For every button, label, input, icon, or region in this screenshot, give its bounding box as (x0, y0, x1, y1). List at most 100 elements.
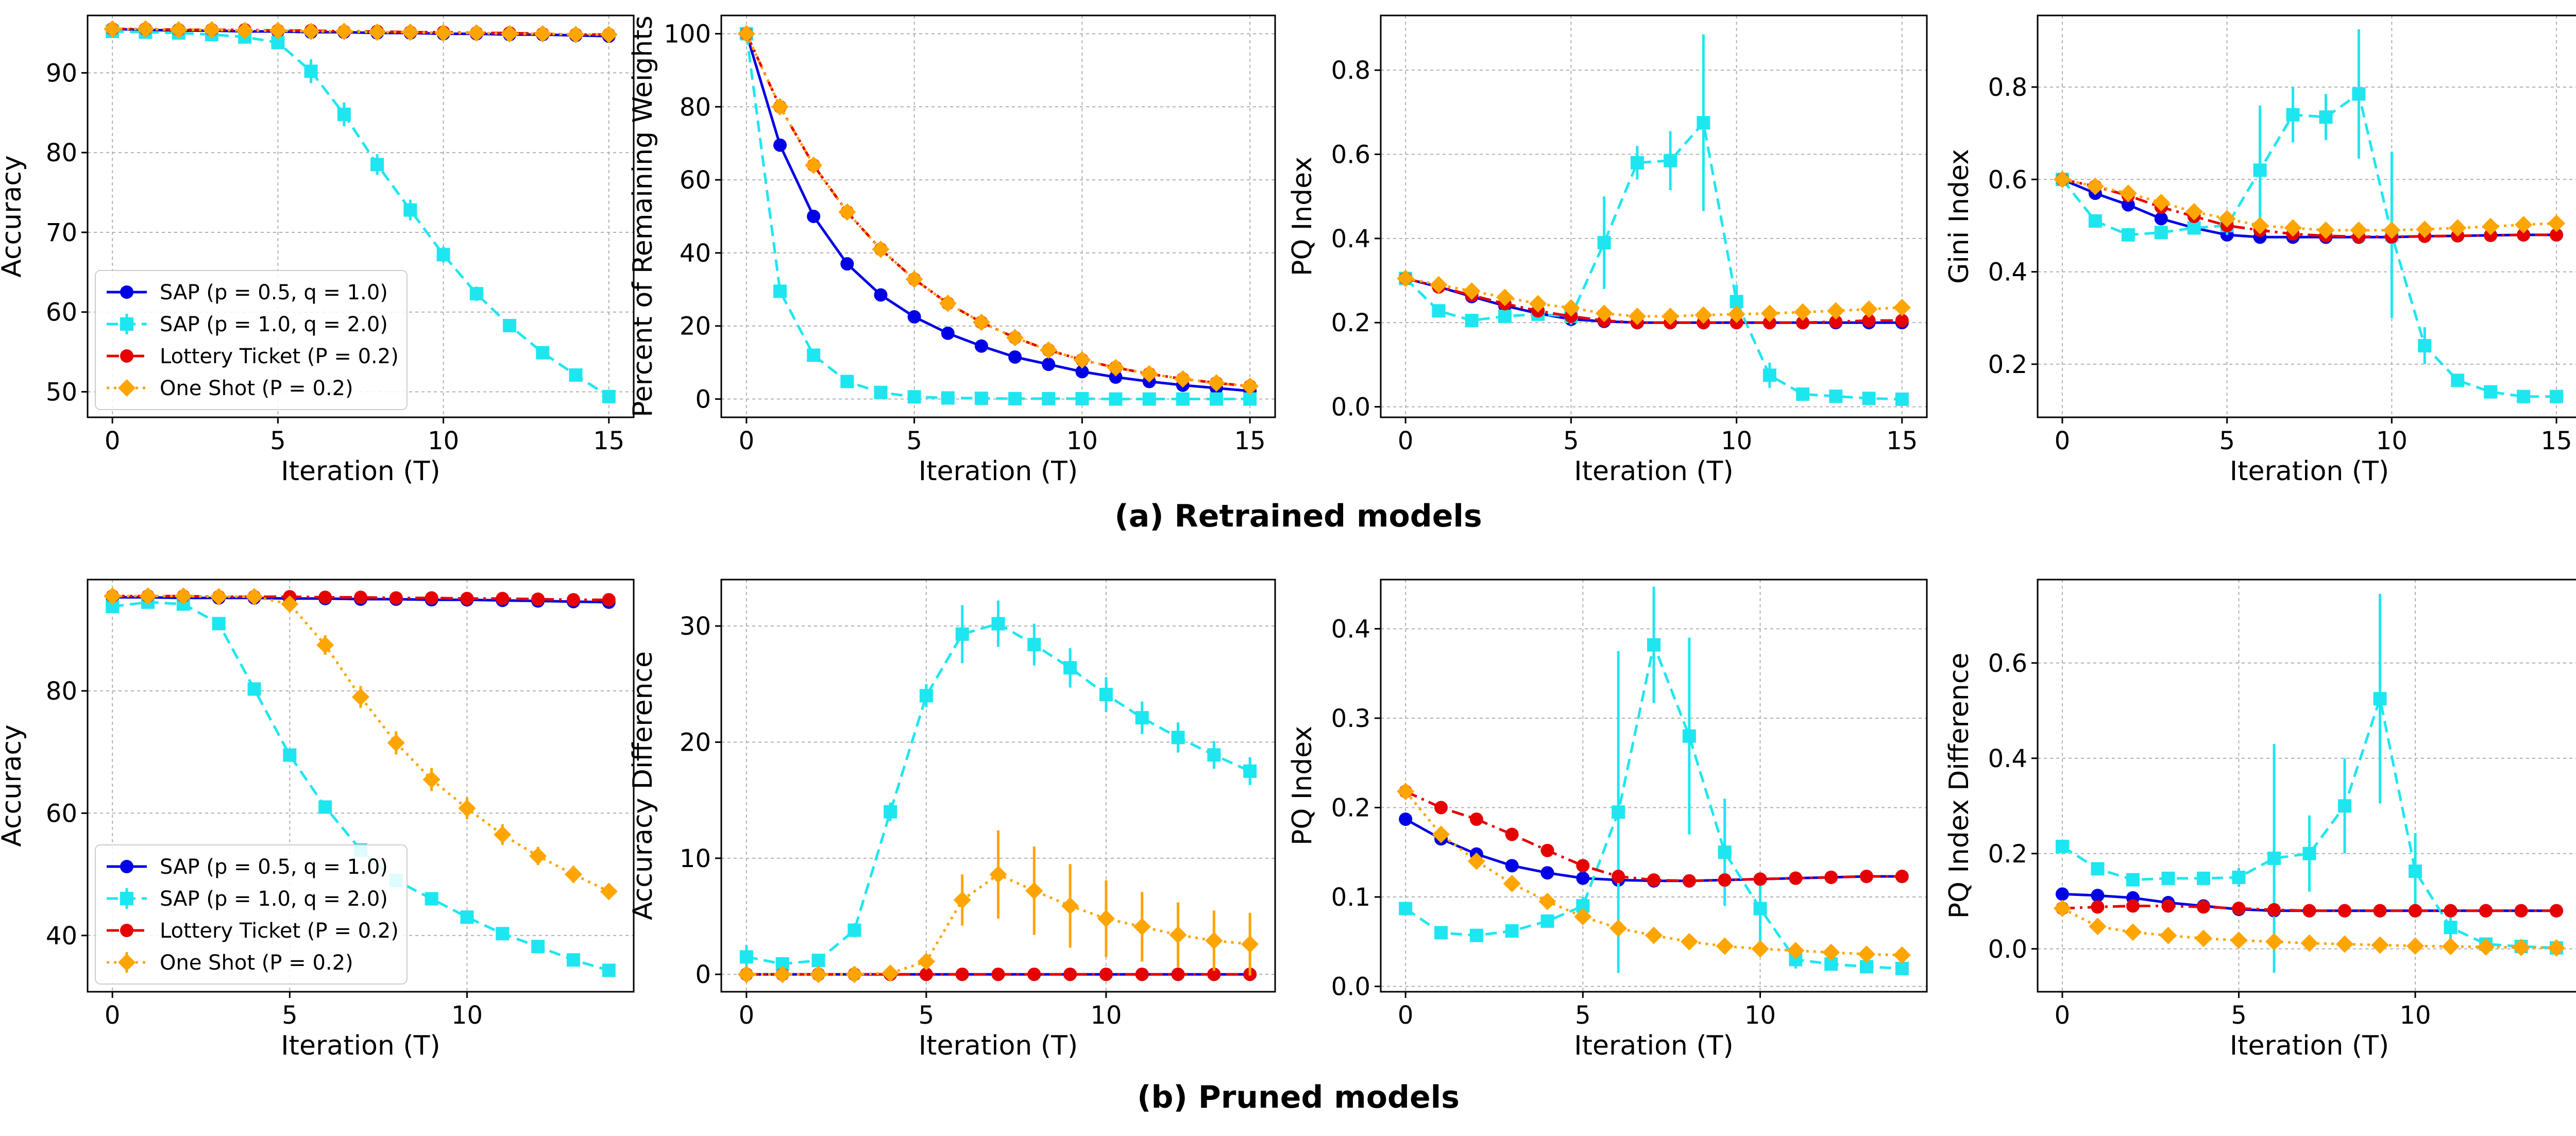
data-point (137, 20, 155, 38)
data-point (1109, 392, 1123, 406)
data-point (2406, 937, 2425, 955)
chart-panel-4: 0 5 10 15 0.2 0.4 0.6 0.8 Iteration (T) Gini Inde… (1944, 14, 2576, 487)
axes-frame (2037, 579, 2576, 993)
data-point (1647, 638, 1660, 652)
axes-frame (1380, 579, 1928, 993)
y-tick-label: 80 (680, 93, 711, 122)
y-tick-label: 0.3 (1331, 704, 1370, 733)
data-point (1434, 926, 1448, 940)
series-line (2062, 178, 2556, 239)
data-point (600, 26, 618, 44)
data-point (1595, 304, 1613, 323)
series-line (1405, 790, 1902, 883)
data-point (1207, 748, 1221, 762)
y-tick-label: 0.1 (1331, 883, 1370, 912)
data-point (2373, 904, 2387, 918)
data-point (1397, 269, 1415, 287)
x-tick-label: 0 (2055, 427, 2071, 455)
data-point (872, 240, 890, 258)
data-point (318, 590, 332, 604)
data-point (884, 805, 897, 819)
x-tick-label: 10 (428, 427, 459, 455)
series-3 (2055, 899, 2564, 918)
data-point (2089, 918, 2107, 936)
data-point (283, 748, 297, 762)
data-point (247, 682, 261, 696)
data-point (600, 883, 618, 901)
data-point (1241, 377, 1259, 395)
data-point (2286, 108, 2300, 122)
data-point (2126, 899, 2140, 913)
data-point (212, 617, 226, 631)
y-tick-label: 50 (46, 378, 77, 406)
data-point (1597, 236, 1611, 250)
data-point (2267, 903, 2281, 917)
legend-entry-3: Lottery Ticket (P = 0.2) (107, 919, 399, 943)
data-point (1063, 661, 1077, 675)
data-point (210, 588, 228, 606)
data-point (2548, 939, 2566, 957)
series-line (1405, 277, 1902, 324)
y-tick-label: 30 (680, 612, 711, 641)
data-point (425, 892, 438, 906)
data-point (2550, 904, 2564, 918)
axes-frame (2037, 14, 2576, 418)
data-point (1099, 968, 1113, 981)
data-point (354, 590, 367, 604)
x-axis-label: Iteration (T) (281, 456, 440, 487)
legend-label: Lottery Ticket (P = 0.2) (160, 919, 399, 943)
data-point (2302, 846, 2316, 860)
data-point (501, 25, 519, 43)
x-tick-label: 5 (2231, 1001, 2247, 1030)
data-point (1505, 859, 1519, 873)
data-point (737, 965, 755, 984)
y-tick-label: 90 (46, 59, 77, 88)
data-point (1099, 688, 1113, 702)
grid (1381, 15, 1927, 417)
data-point (2515, 216, 2533, 234)
data-point (991, 968, 1005, 981)
x-tick-label: 5 (919, 1001, 935, 1030)
plot-area (2053, 29, 2566, 403)
grid (721, 15, 1275, 417)
data-point (494, 825, 512, 843)
data-point (1824, 870, 1838, 884)
series-line (745, 33, 1250, 388)
data-point (536, 346, 550, 360)
data-point (496, 591, 510, 605)
data-point (1540, 914, 1554, 928)
plot-area (1397, 34, 1911, 406)
data-point (139, 587, 157, 605)
data-point (2336, 935, 2354, 953)
data-point (389, 591, 403, 605)
data-point (1061, 897, 1079, 915)
data-point (1859, 870, 1873, 884)
data-point (1645, 926, 1663, 944)
legend-entry-4: One Shot (P = 0.2) (107, 951, 353, 975)
data-point (304, 64, 318, 78)
data-point (1664, 154, 1677, 167)
data-point (1862, 392, 1876, 405)
legend-label: SAP (p = 0.5, q = 1.0) (160, 281, 388, 304)
y-tick-label: 60 (46, 298, 77, 327)
data-point (1576, 859, 1590, 873)
data-point (845, 965, 863, 984)
data-point (1628, 307, 1646, 325)
data-point (2477, 938, 2495, 956)
x-tick-label: 0 (739, 427, 755, 455)
series-line (745, 33, 1250, 393)
series-4 (2053, 171, 2566, 239)
data-point (1829, 315, 1843, 329)
legend-marker (120, 349, 133, 363)
data-point (1008, 392, 1022, 405)
data-point (1612, 805, 1625, 819)
data-point (567, 26, 585, 44)
y-tick-label: 80 (46, 677, 77, 706)
series-2 (739, 27, 1257, 406)
series-2 (739, 600, 1257, 971)
y-tick-label: 60 (46, 799, 77, 828)
data-point (1469, 928, 1483, 942)
data-point (1612, 870, 1625, 884)
y-tick-label: 0.2 (1331, 309, 1370, 337)
legend-entry-1: SAP (p = 0.5, q = 1.0) (107, 855, 388, 879)
